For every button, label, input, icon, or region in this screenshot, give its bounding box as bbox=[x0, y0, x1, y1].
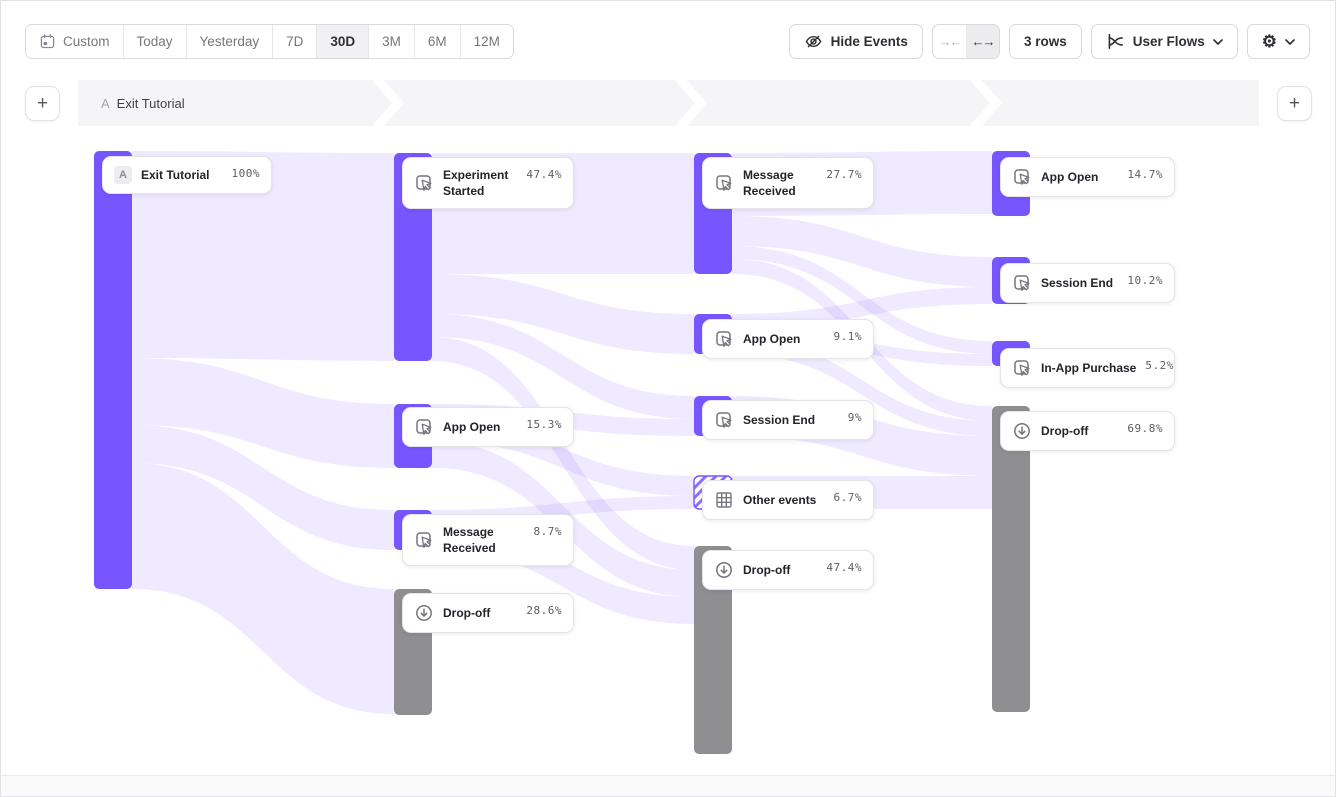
dropoff-icon bbox=[414, 603, 434, 623]
date-range-30d[interactable]: 30D bbox=[317, 25, 370, 58]
grid-icon bbox=[714, 490, 734, 510]
bar-dropoff-step3[interactable] bbox=[694, 546, 732, 754]
settings-dropdown[interactable]: ⚙ bbox=[1246, 24, 1310, 59]
gear-icon: ⚙ bbox=[1261, 32, 1277, 51]
date-range-today[interactable]: Today bbox=[124, 25, 187, 58]
date-range-selector: Custom Today Yesterday 7D 30D 3M 6M 12M bbox=[25, 24, 514, 59]
node-card-exit-tutorial[interactable]: A Exit Tutorial 100% bbox=[102, 156, 272, 194]
view-toolbar: Hide Events →← ←→ 3 rows User Flows bbox=[788, 24, 1310, 59]
node-card-other-events[interactable]: Other events 6.7% bbox=[702, 480, 874, 520]
bar-exit-tutorial[interactable] bbox=[94, 151, 132, 589]
event-icon bbox=[414, 173, 434, 193]
view-type-dropdown[interactable]: User Flows bbox=[1090, 24, 1238, 59]
date-range-label: Custom bbox=[63, 34, 110, 49]
date-range-yesterday[interactable]: Yesterday bbox=[187, 25, 274, 58]
date-range-7d[interactable]: 7D bbox=[273, 25, 318, 58]
rows-label: 3 rows bbox=[1023, 34, 1067, 49]
eye-off-icon bbox=[805, 35, 822, 48]
expand-columns-button[interactable]: ←→ bbox=[965, 25, 999, 58]
column-width-toggle: →← ←→ bbox=[931, 24, 1000, 59]
node-card-dropoff-step3[interactable]: Drop-off 47.4% bbox=[702, 550, 874, 590]
date-range-6m[interactable]: 6M bbox=[415, 25, 461, 58]
node-card-dropoff-step4[interactable]: Drop-off 69.8% bbox=[1000, 411, 1175, 451]
node-card-message-received-step3[interactable]: Message Received 27.7% bbox=[702, 157, 874, 210]
rows-button[interactable]: 3 rows bbox=[1008, 24, 1082, 59]
node-card-dropoff-step2[interactable]: Drop-off 28.6% bbox=[402, 593, 574, 633]
node-card-experiment-started[interactable]: Experiment Started 47.4% bbox=[402, 157, 574, 210]
event-icon bbox=[1012, 273, 1032, 293]
add-step-before-button[interactable]: + bbox=[25, 86, 60, 121]
chevron-down-icon bbox=[1212, 38, 1223, 45]
collapse-icon: →← bbox=[938, 34, 962, 49]
series-letter: A bbox=[101, 95, 110, 111]
view-type-label: User Flows bbox=[1132, 34, 1205, 49]
bar-dropoff-step4[interactable] bbox=[992, 406, 1030, 712]
flow-step-header: + A Exit Tutorial + bbox=[1, 80, 1335, 126]
date-range-12m[interactable]: 12M bbox=[473, 34, 500, 49]
date-range-3m[interactable]: 3M bbox=[369, 25, 415, 58]
node-card-app-open-step4[interactable]: App Open 14.7% bbox=[1000, 157, 1175, 197]
hide-events-button[interactable]: Hide Events bbox=[788, 24, 923, 59]
event-icon bbox=[714, 173, 734, 193]
event-icon bbox=[414, 530, 434, 550]
step-chevron-separators bbox=[372, 80, 1002, 126]
event-icon bbox=[714, 410, 734, 430]
node-card-app-open-step2[interactable]: App Open 15.3% bbox=[402, 407, 574, 447]
dropoff-icon bbox=[714, 560, 734, 580]
node-card-message-received-step2[interactable]: Message Received 8.7% bbox=[402, 514, 574, 567]
event-icon bbox=[1012, 358, 1032, 378]
dropoff-icon bbox=[1012, 421, 1032, 441]
date-range-toolbar: Custom Today Yesterday 7D 30D 3M 6M 12M bbox=[25, 24, 514, 59]
node-card-session-end-step3[interactable]: Session End 9% bbox=[702, 400, 874, 440]
node-card-in-app-purchase[interactable]: In-App Purchase 5.2% bbox=[1000, 348, 1175, 388]
footer-strip bbox=[1, 775, 1335, 796]
chevron-down-icon bbox=[1285, 38, 1295, 45]
step-breadcrumb-bar: A Exit Tutorial bbox=[78, 80, 1259, 126]
toolbar: Custom Today Yesterday 7D 30D 3M 6M 12M … bbox=[25, 24, 1310, 59]
event-icon bbox=[714, 329, 734, 349]
hide-events-label: Hide Events bbox=[830, 34, 908, 49]
user-flows-icon bbox=[1108, 33, 1123, 49]
collapse-columns-button[interactable]: →← bbox=[933, 25, 966, 58]
event-icon bbox=[414, 417, 434, 437]
expand-icon: ←→ bbox=[971, 34, 995, 49]
add-step-after-button[interactable]: + bbox=[1277, 86, 1312, 121]
node-card-app-open-step3[interactable]: App Open 9.1% bbox=[702, 319, 874, 359]
anchor-event-name: Exit Tutorial bbox=[116, 95, 185, 111]
node-card-session-end-step4[interactable]: Session End 10.2% bbox=[1000, 263, 1175, 303]
series-letter-badge: A bbox=[114, 166, 132, 184]
event-icon bbox=[1012, 167, 1032, 187]
date-range-custom[interactable]: Custom bbox=[26, 25, 124, 58]
calendar-icon bbox=[40, 34, 55, 49]
anchor-step-label[interactable]: A Exit Tutorial bbox=[101, 80, 185, 126]
